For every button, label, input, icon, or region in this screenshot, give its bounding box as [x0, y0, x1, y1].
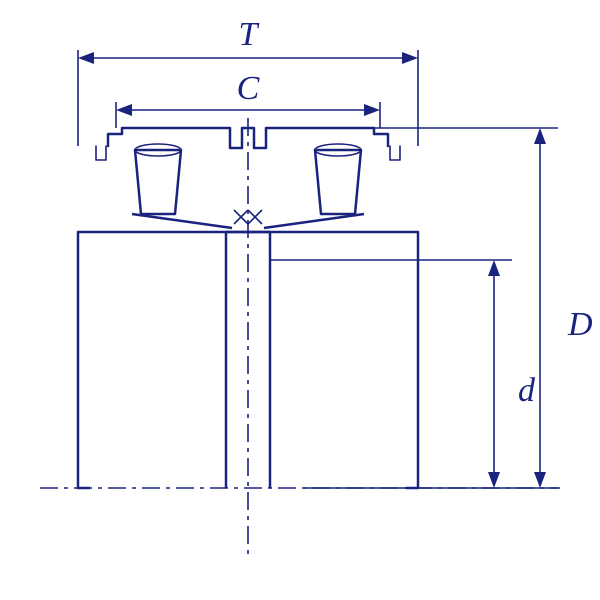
dimension-label-d: d	[518, 372, 535, 410]
dimension-label-C: C	[237, 70, 260, 108]
dimension-label-D: D	[568, 306, 593, 344]
bearing-cross-section-svg	[0, 0, 600, 600]
dimension-label-T: T	[239, 16, 258, 54]
diagram-stage: T C D d	[0, 0, 600, 600]
